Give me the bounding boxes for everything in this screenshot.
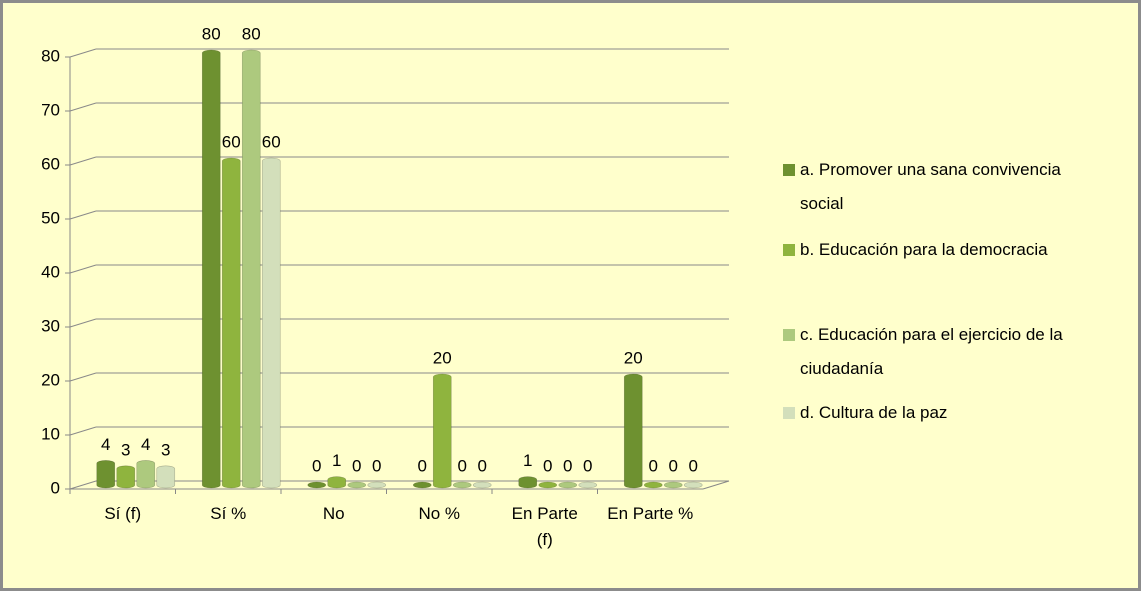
bar <box>307 481 327 489</box>
legend-swatch <box>783 164 795 176</box>
bar <box>261 157 281 489</box>
data-label: 0 <box>543 456 552 475</box>
y-tick-label: 70 <box>41 100 60 119</box>
bar <box>156 465 176 489</box>
x-tick-label: Sí % <box>210 504 247 523</box>
data-label: 0 <box>352 456 361 475</box>
x-tick-label: No <box>322 504 345 523</box>
bar <box>221 157 241 489</box>
legend-swatch <box>783 407 795 419</box>
bar <box>683 481 703 489</box>
legend-label: b. Educación para la democracia <box>800 240 1048 259</box>
floor-right <box>702 480 730 490</box>
data-label: 0 <box>478 456 487 475</box>
x-tick-label: En Parte (f) <box>511 504 578 549</box>
data-label: 3 <box>121 440 130 459</box>
bar <box>367 481 387 489</box>
data-label: 0 <box>458 456 467 475</box>
data-label: 80 <box>242 24 261 43</box>
x-tick-label: En Parte % <box>607 504 694 523</box>
data-label: 60 <box>222 132 241 151</box>
bar <box>241 49 261 489</box>
y-tick-label: 80 <box>41 46 60 65</box>
grid-line-side <box>69 48 97 58</box>
bar <box>558 481 578 489</box>
grid-line-side <box>69 210 97 220</box>
data-label: 0 <box>312 456 321 475</box>
bar <box>432 373 452 489</box>
data-label: 80 <box>202 24 221 43</box>
data-label: 60 <box>262 132 281 151</box>
data-label: 0 <box>563 456 572 475</box>
y-tick-label: 60 <box>41 154 60 173</box>
y-tick-label: 40 <box>41 262 60 281</box>
legend-label: c. Educación para el ejercicio de la ciu… <box>800 325 1063 378</box>
bar <box>518 476 538 489</box>
grid-line-side <box>69 318 97 328</box>
data-label: 0 <box>372 456 381 475</box>
bar <box>663 481 683 489</box>
bar <box>96 460 116 489</box>
legend-label: d. Cultura de la paz <box>800 403 948 422</box>
bar <box>136 460 156 489</box>
bar <box>623 373 643 489</box>
grid-line-side <box>69 264 97 274</box>
bar <box>472 481 492 489</box>
y-tick-label: 30 <box>41 316 60 335</box>
data-label: 20 <box>624 348 643 367</box>
grid-line-side <box>69 156 97 166</box>
data-label: 1 <box>523 451 532 470</box>
bar <box>538 481 558 489</box>
bar <box>116 465 136 489</box>
grid-line-side <box>69 102 97 112</box>
y-tick-label: 20 <box>41 370 60 389</box>
legend-swatch <box>783 329 795 341</box>
bar <box>347 481 367 489</box>
data-label: 4 <box>101 435 110 454</box>
data-label: 20 <box>433 348 452 367</box>
data-label: 4 <box>141 435 150 454</box>
bar <box>201 49 221 489</box>
data-label: 0 <box>689 456 698 475</box>
bar <box>643 481 663 489</box>
data-label: 0 <box>583 456 592 475</box>
legend-label: a. Promover una sana convivencia social <box>800 160 1061 213</box>
y-tick-label: 0 <box>51 478 60 497</box>
data-label: 0 <box>418 456 427 475</box>
bar <box>327 476 347 489</box>
grid-line-side <box>69 480 97 490</box>
data-label: 3 <box>161 440 170 459</box>
y-tick-label: 50 <box>41 208 60 227</box>
data-label: 0 <box>669 456 678 475</box>
data-label: 1 <box>332 451 341 470</box>
bar <box>452 481 472 489</box>
bar <box>578 481 598 489</box>
bar <box>412 481 432 489</box>
x-tick-label: Sí (f) <box>104 504 142 523</box>
x-tick-label: No % <box>418 504 461 523</box>
data-label: 0 <box>649 456 658 475</box>
legend-swatch <box>783 244 795 256</box>
y-tick-label: 10 <box>41 424 60 443</box>
grid-line-side <box>69 372 97 382</box>
grid-line-side <box>69 426 97 436</box>
